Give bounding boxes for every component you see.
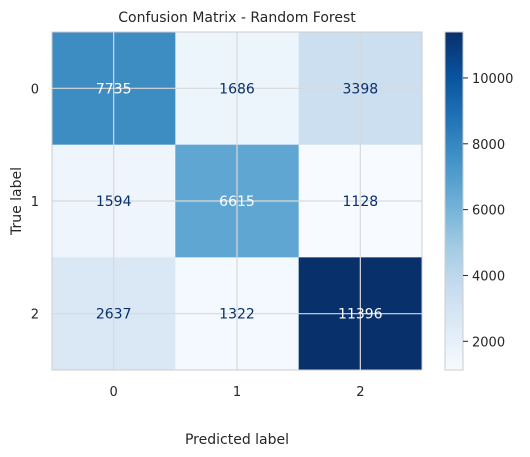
cell-value-label: 1322 <box>219 307 255 323</box>
y-axis-label: True label <box>9 167 25 236</box>
colorbar-tick-label: 10000 <box>472 72 513 87</box>
cell-value-label: 11396 <box>338 307 383 323</box>
colorbar-tick-label: 8000 <box>472 138 505 153</box>
x-tick-label: 0 <box>110 385 118 400</box>
cell-value-label: 2637 <box>96 307 132 323</box>
cell-value-label: 1128 <box>343 194 379 210</box>
grid-lines <box>52 32 422 370</box>
cell-value-label: 1686 <box>219 81 255 97</box>
cell-value-label: 7735 <box>96 81 132 97</box>
cell-value-labels: 7735 1686 3398 1594 6615 1128 2637 1322 11396 <box>96 81 383 322</box>
y-tick-label: 1 <box>31 195 39 210</box>
colorbar-tick-label: 6000 <box>472 204 505 219</box>
y-axis-ticks: 0 1 2 <box>31 82 39 322</box>
cell-value-label: 1594 <box>96 194 132 210</box>
colorbar <box>444 31 464 371</box>
x-tick-label: 1 <box>233 385 241 400</box>
chart-title: Confusion Matrix - Random Forest <box>118 10 356 26</box>
y-tick-label: 0 <box>31 82 39 97</box>
colorbar-ticks: 2000 4000 6000 8000 10000 <box>463 72 513 350</box>
cell-value-label: 6615 <box>219 194 255 210</box>
x-tick-label: 2 <box>356 385 364 400</box>
colorbar-tick-label: 4000 <box>472 269 505 284</box>
y-tick-label: 2 <box>31 308 39 323</box>
colorbar-tick-label: 2000 <box>472 335 505 350</box>
x-axis-label: Predicted label <box>185 432 289 448</box>
plot-frame <box>51 31 423 371</box>
x-axis-ticks: 0 1 2 <box>110 385 365 400</box>
cell-value-label: 3398 <box>343 81 379 97</box>
